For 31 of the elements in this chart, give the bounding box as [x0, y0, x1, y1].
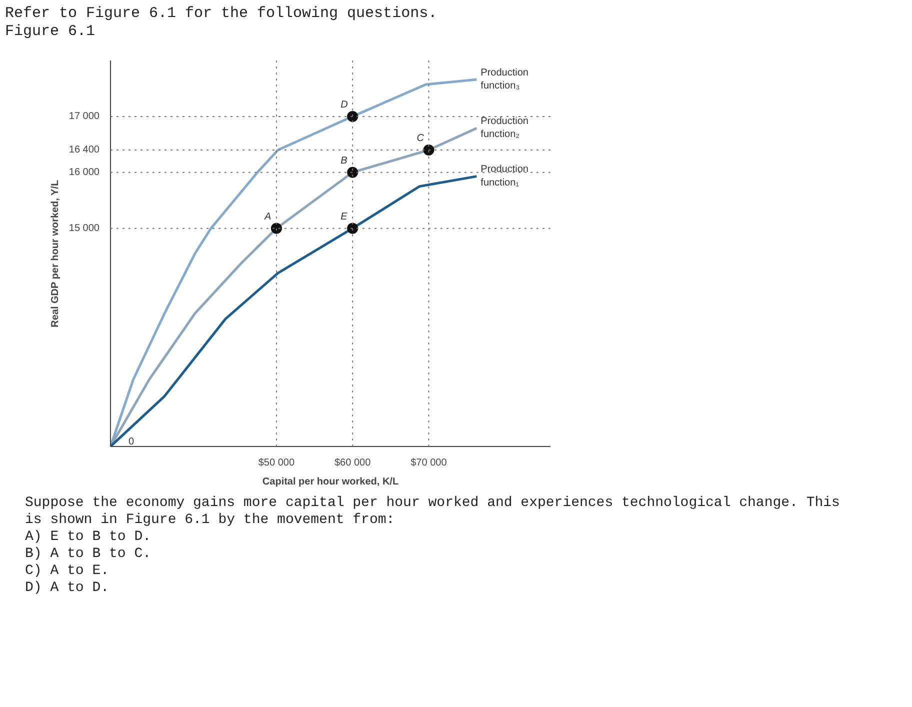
x-tick-label: $70 000	[410, 458, 448, 468]
text: Suppose the economy gains more capital per hour worked and experiences technological change. This is shown in Figure 6.1 by the movement from:	[25, 495, 840, 528]
text: C) A to E.	[25, 563, 110, 579]
point	[347, 222, 358, 234]
chart-title: Refer to Figure 6.1 for the following questions.	[5, 5, 438, 22]
y-tick-label: 16 400	[68, 144, 100, 156]
point	[270, 222, 282, 234]
line-series	[110, 175, 478, 446]
y-tick-label: 17 000	[68, 110, 100, 122]
text: B) A to B to C.	[25, 546, 152, 562]
annotation: C	[416, 133, 425, 144]
annotation: E	[340, 211, 348, 222]
text: A) E to B to D.	[25, 529, 152, 545]
series-label: Production function₂	[480, 116, 528, 140]
series-label: Production function₃	[480, 67, 528, 92]
series-label: Production function₁	[480, 164, 528, 188]
annotation: 0	[128, 436, 134, 448]
annotation: D	[340, 99, 348, 110]
annotation: A	[263, 211, 272, 222]
chart-subtitle: Figure 6.1	[5, 23, 96, 40]
y-tick-label: 15 000	[68, 222, 100, 234]
text: D) A to D.	[25, 580, 110, 596]
point	[347, 166, 358, 178]
x-tick-label: $60 000	[334, 458, 372, 468]
x-axis-title: Capital per hour worked, K/L	[262, 476, 399, 488]
point	[347, 110, 358, 122]
point	[423, 144, 434, 156]
x-tick-label: $50 000	[258, 458, 295, 468]
y-tick-label: 16 000	[68, 166, 100, 178]
y-axis-title: Real GDP per hour worked, Y/L	[50, 180, 61, 328]
annotation: B	[340, 155, 348, 166]
